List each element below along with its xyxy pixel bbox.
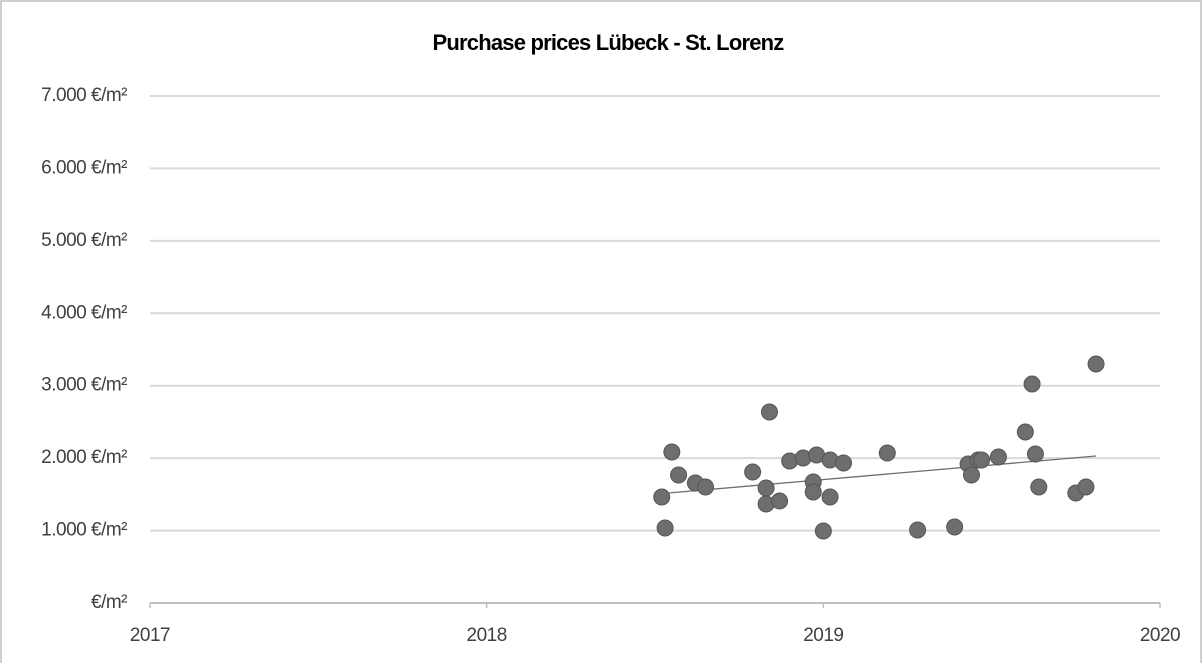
data-point [697, 478, 714, 496]
chart-title: Purchase prices Lübeck - St. Lorenz [432, 30, 784, 55]
data-point [1030, 478, 1048, 496]
data-point [744, 463, 762, 481]
data-point [804, 483, 822, 501]
trendline [668, 455, 1097, 494]
x-tick-label: 2018 [467, 625, 507, 646]
data-point [1077, 478, 1095, 496]
y-tick-label: 7.000 €/m² [41, 85, 127, 106]
data-point [1026, 445, 1044, 463]
data-point [1087, 355, 1105, 373]
data-point [989, 448, 1007, 466]
y-tick-label: 3.000 €/m² [41, 375, 127, 396]
y-tick-label: 4.000 €/m² [41, 302, 127, 323]
data-point [757, 479, 775, 497]
data-point [835, 454, 853, 472]
y-tick-label: 6.000 €/m² [41, 157, 127, 178]
y-tick-label: 5.000 €/m² [41, 230, 127, 251]
data-point [909, 521, 927, 539]
data-point [760, 403, 778, 421]
data-point [656, 519, 674, 537]
data-point [973, 451, 991, 469]
data-point [878, 444, 896, 462]
x-tick-label: 2017 [130, 625, 170, 646]
data-point [962, 466, 980, 484]
data-point [653, 488, 671, 506]
y-tick-label: 2.000 €/m² [41, 447, 127, 468]
y-tick-label: 1.000 €/m² [41, 520, 127, 541]
data-point [1023, 375, 1041, 393]
x-tick-label: 2020 [1140, 625, 1180, 646]
data-point [670, 466, 688, 484]
data-point [663, 443, 681, 461]
data-point [771, 492, 789, 510]
x-tick-label: 2019 [803, 625, 843, 646]
data-point [821, 488, 839, 506]
data-point [1016, 423, 1034, 441]
data-point [814, 522, 832, 540]
y-tick-label: €/m² [91, 592, 127, 613]
data-point [946, 518, 964, 536]
